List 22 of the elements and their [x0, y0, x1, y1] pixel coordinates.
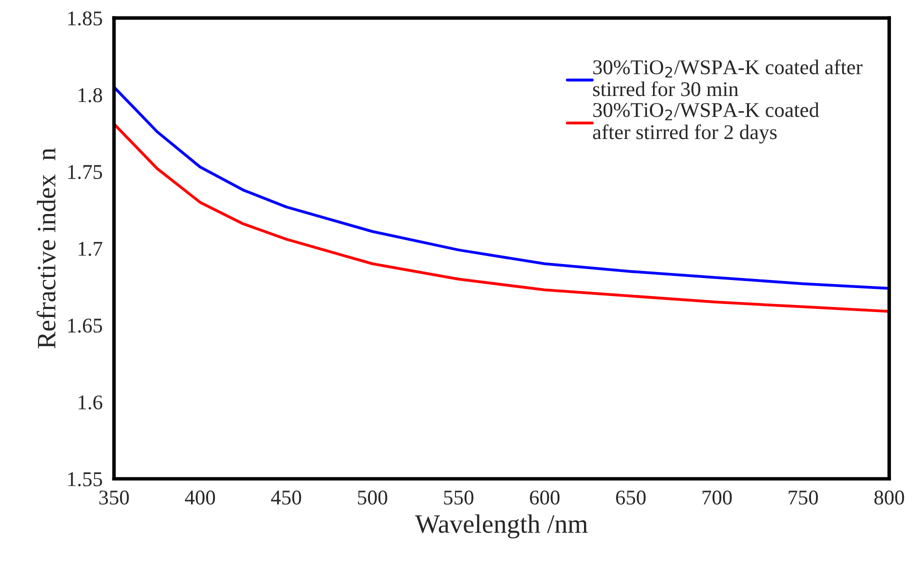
x-tick-label: 600 — [530, 490, 560, 505]
x-tick-label: 550 — [444, 490, 474, 505]
x-tick-label: 400 — [184, 490, 215, 505]
y-tick-label: 1.8 — [78, 88, 102, 102]
x-tick-label: 800 — [874, 490, 904, 505]
y-tick-label: 1.55 — [68, 472, 102, 486]
line-series — [114, 122, 890, 313]
y-tick-label: 1.75 — [68, 165, 102, 180]
x-tick-label: 700 — [702, 490, 732, 505]
y-tick-label: 1.65 — [68, 318, 102, 333]
y-tick-label: 1.6 — [78, 395, 102, 410]
x-tick-label: 650 — [616, 490, 646, 505]
x-tick-label: 350 — [99, 490, 129, 505]
x-axis-title: Wavelength /nm — [415, 514, 588, 538]
legend-label: 30%TiO$_{2}$/WSPA-K coated after stirred for 30 min — [593, 59, 862, 96]
x-tick-label: 750 — [788, 490, 818, 505]
y-axis-title: Refractive index n — [36, 148, 56, 348]
x-tick-label: 450 — [271, 490, 302, 505]
y-tick-label: 1.85 — [68, 11, 102, 26]
legend-label: 30%TiO$_{2}$/WSPA-K coated after stirred for 2 days — [593, 102, 820, 144]
y-tick-label: 1.7 — [78, 242, 102, 256]
x-tick-label: 500 — [358, 490, 388, 505]
